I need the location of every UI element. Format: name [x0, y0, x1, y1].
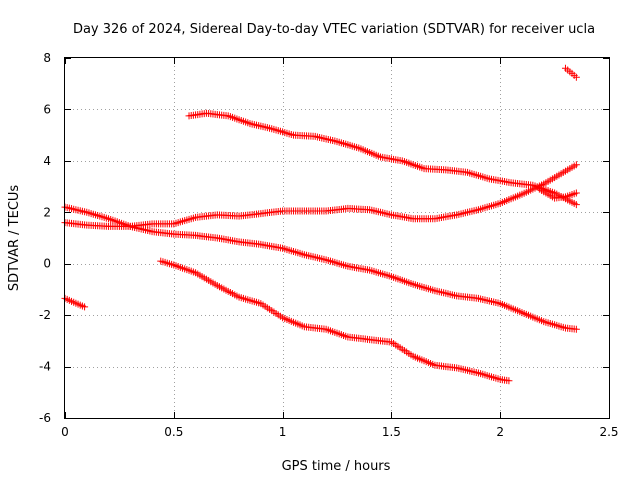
y-tick-label: 2	[43, 205, 51, 219]
y-tick-label: 6	[43, 102, 51, 116]
x-tick-labels: 0 0.5 1 1.5 2 2.5	[61, 425, 618, 439]
data-point	[572, 325, 580, 333]
y-tick-label: 4	[43, 154, 51, 168]
grid	[65, 58, 609, 418]
y-tick-label: 8	[43, 51, 51, 65]
data-point	[81, 303, 89, 311]
chart-title: Day 326 of 2024, Sidereal Day-to-day VTE…	[73, 22, 595, 37]
y-tick-label: 0	[43, 257, 51, 271]
x-tick-label: 2.5	[599, 425, 618, 439]
data-point	[572, 161, 580, 169]
y-tick-label: -4	[39, 360, 51, 374]
data-point	[572, 189, 580, 197]
x-tick-label: 2	[496, 425, 504, 439]
series-arc-4	[157, 257, 513, 385]
data-series	[61, 64, 580, 385]
y-tick-label: -6	[39, 411, 51, 425]
plot-frame	[64, 57, 610, 419]
x-tick-label: 0.5	[164, 425, 183, 439]
series-arc-5	[185, 109, 580, 209]
x-tick-label: 0	[61, 425, 69, 439]
series-arc-3	[61, 161, 580, 230]
axis-ticks	[65, 58, 610, 419]
series-arc-7	[561, 64, 580, 81]
x-tick-label: 1	[279, 425, 287, 439]
data-point	[505, 377, 513, 385]
y-axis-title: SDTVAR / TECUs	[7, 185, 22, 292]
y-tick-label: -2	[39, 308, 51, 322]
x-axis-title: GPS time / hours	[282, 459, 391, 474]
x-tick-label: 1.5	[382, 425, 401, 439]
series-arc-1	[61, 294, 89, 311]
data-point	[572, 73, 580, 81]
data-point	[572, 201, 580, 209]
y-tick-labels: -6 -4 -2 0 2 4 6 8	[39, 51, 51, 425]
series-arc-6	[535, 185, 580, 202]
